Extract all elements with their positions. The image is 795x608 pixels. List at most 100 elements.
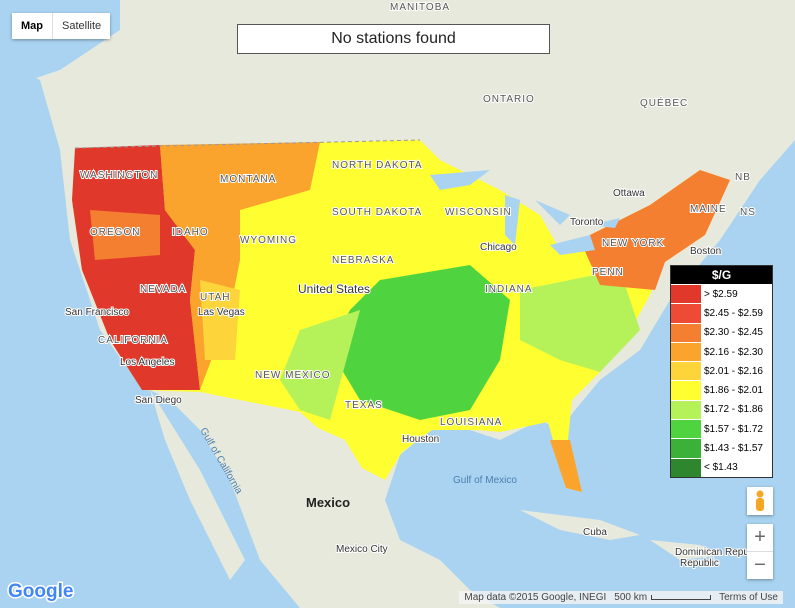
label: NORTH DAKOTA — [332, 160, 423, 171]
google-logo[interactable]: Google — [7, 580, 75, 604]
label: Mexico — [306, 495, 350, 510]
baja — [150, 390, 245, 580]
legend-label: $2.01 - $2.16 — [704, 365, 763, 377]
legend-swatch — [671, 420, 701, 439]
label: MAINE — [690, 204, 727, 215]
legend-swatch — [671, 439, 701, 458]
label: MONTANA — [220, 174, 276, 185]
label: Mexico City — [336, 544, 388, 555]
legend-row: $1.72 - $1.86 — [671, 399, 772, 420]
legend-label: $2.16 - $2.30 — [704, 346, 763, 358]
label: PENN — [592, 267, 624, 278]
label: WYOMING — [240, 235, 297, 246]
label: NS — [740, 207, 756, 218]
us-oregon — [90, 210, 160, 260]
label: Cuba — [583, 527, 607, 538]
us-orange-west — [160, 142, 320, 390]
legend-row: $1.86 - $2.01 — [671, 380, 772, 400]
label: Republic — [680, 558, 719, 569]
hispaniola — [650, 540, 725, 560]
label: OREGON — [90, 227, 140, 238]
us-nv — [200, 280, 240, 360]
lakes — [430, 170, 620, 255]
pegman[interactable] — [747, 487, 773, 515]
legend-label: $2.30 - $2.45 — [704, 327, 763, 339]
pegman-icon — [756, 490, 764, 511]
legend-swatch — [671, 304, 701, 323]
label: United States — [298, 282, 370, 296]
label: INDIANA — [485, 284, 533, 295]
label: LOUISIANA — [440, 417, 502, 428]
legend-swatch — [671, 362, 701, 381]
map-type-control: Map Satellite — [12, 13, 111, 39]
label: IDAHO — [172, 227, 209, 238]
legend-label: $1.43 - $1.57 — [704, 443, 763, 455]
label: NB — [735, 172, 751, 183]
label: Los Angeles — [120, 357, 175, 368]
label: WASHINGTON — [80, 170, 158, 181]
legend-label: $1.86 - $2.01 — [704, 385, 763, 397]
label: Chicago — [480, 242, 517, 253]
status-box: No stations found — [237, 24, 550, 54]
legend-label: $1.72 - $1.86 — [704, 404, 763, 416]
legend: $/G > $2.59 $2.45 - $2.59 $2.30 - $2.45 $2.… — [670, 265, 773, 478]
legend-row: $1.43 - $1.57 — [671, 438, 772, 458]
label: QUÉBEC — [640, 96, 688, 109]
footer: Map data ©2015 Google, INEGI 500 km Term… — [459, 591, 783, 604]
label: NEW MEXICO — [255, 370, 331, 381]
label: Toronto — [570, 217, 604, 228]
scale-bar — [651, 595, 712, 600]
label: TEXAS — [345, 400, 383, 411]
map-button[interactable]: Map — [21, 20, 43, 32]
satellite-button[interactable]: Satellite — [52, 13, 110, 39]
label: Houston — [402, 434, 439, 445]
label: Dominican Republic — [675, 547, 764, 558]
zoom-control: + − — [747, 524, 773, 579]
terms-link[interactable]: Terms of Use — [719, 592, 778, 603]
legend-row: < $1.43 — [671, 457, 772, 477]
label: ONTARIO — [483, 94, 535, 105]
label: Las Vegas — [198, 307, 245, 318]
us-green — [330, 265, 510, 420]
legend-row: $2.30 - $2.45 — [671, 322, 772, 342]
label: NEW YORK — [602, 238, 664, 249]
legend-title: $/G — [671, 266, 772, 284]
legend-row: $2.01 - $2.16 — [671, 361, 772, 381]
legend-label: < $1.43 — [704, 462, 738, 474]
legend-label: $1.57 - $1.72 — [704, 423, 763, 435]
legend-row: $2.45 - $2.59 — [671, 303, 772, 323]
legend-row: $2.16 - $2.30 — [671, 341, 772, 362]
legend-swatch — [671, 342, 701, 362]
scale: 500 km — [614, 592, 712, 603]
legend-swatch — [671, 381, 701, 400]
label: UTAH — [200, 292, 230, 303]
us-red — [72, 145, 200, 390]
label: NEVADA — [140, 284, 186, 295]
legend-swatch — [671, 400, 701, 420]
us-lightgreen — [280, 310, 360, 420]
legend-row: > $2.59 — [671, 284, 772, 304]
legend-row: $1.57 - $1.72 — [671, 419, 772, 439]
zoom-out[interactable]: − — [754, 554, 766, 576]
label: Gulf of Mexico — [453, 475, 517, 486]
zoom-in[interactable]: + — [747, 524, 773, 552]
label: MANITOBA — [390, 2, 450, 13]
label: NEBRASKA — [332, 255, 394, 266]
legend-swatch — [671, 323, 701, 342]
us-fl — [550, 440, 582, 492]
legend-swatch — [671, 458, 701, 477]
label: Boston — [690, 246, 721, 257]
attribution: Map data ©2015 Google, INEGI — [464, 592, 607, 603]
legend-label: $2.45 - $2.59 — [704, 307, 763, 319]
label: Ottawa — [613, 188, 645, 199]
legend-label: > $2.59 — [704, 288, 738, 300]
cuba — [520, 510, 640, 540]
label: San Francisco — [65, 307, 129, 318]
label: CALIFORNIA — [98, 335, 168, 346]
border — [74, 139, 421, 149]
scale-label: 500 km — [614, 592, 648, 603]
label: SOUTH DAKOTA — [332, 207, 422, 218]
label: WISCONSIN — [445, 207, 512, 218]
